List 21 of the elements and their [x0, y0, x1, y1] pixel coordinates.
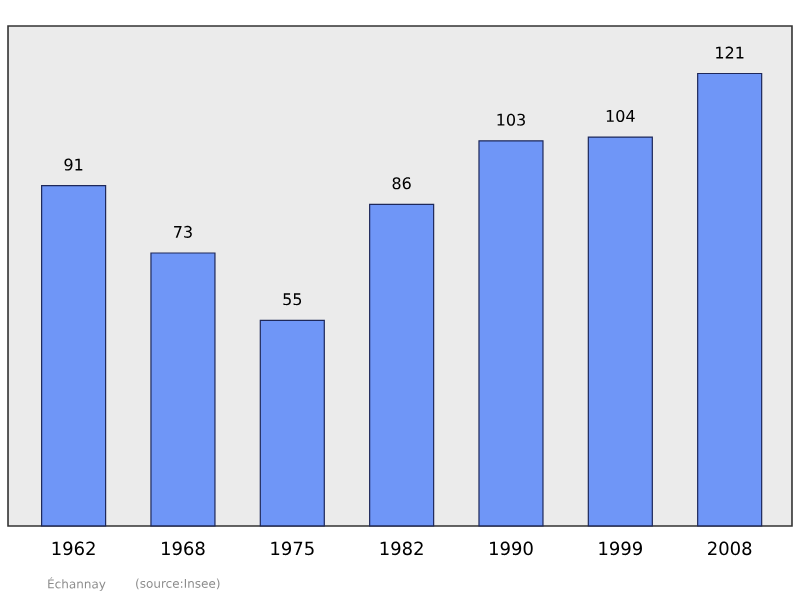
x-tick-label: 1975: [271, 541, 314, 556]
bar: [150, 252, 216, 527]
data-label: 104: [606, 109, 635, 122]
bar: [41, 185, 107, 527]
bar: [587, 136, 653, 527]
bar: [369, 203, 435, 527]
x-tick-label: 1990: [490, 541, 533, 556]
x-tick-label: 2008: [708, 541, 752, 556]
data-label: 73: [174, 225, 192, 238]
bar: [259, 319, 325, 527]
data-label: 91: [64, 158, 83, 171]
bar: [697, 72, 763, 527]
x-tick-label: 1982: [380, 541, 423, 556]
bar: [478, 140, 544, 527]
data-label: 55: [283, 293, 302, 306]
data-label: 121: [716, 46, 744, 59]
x-tick-label: 1962: [52, 541, 95, 556]
x-tick-label: 1968: [162, 541, 205, 556]
data-label: 103: [497, 113, 525, 126]
x-tick-label: 1999: [599, 541, 642, 556]
data-label: 86: [392, 177, 411, 190]
